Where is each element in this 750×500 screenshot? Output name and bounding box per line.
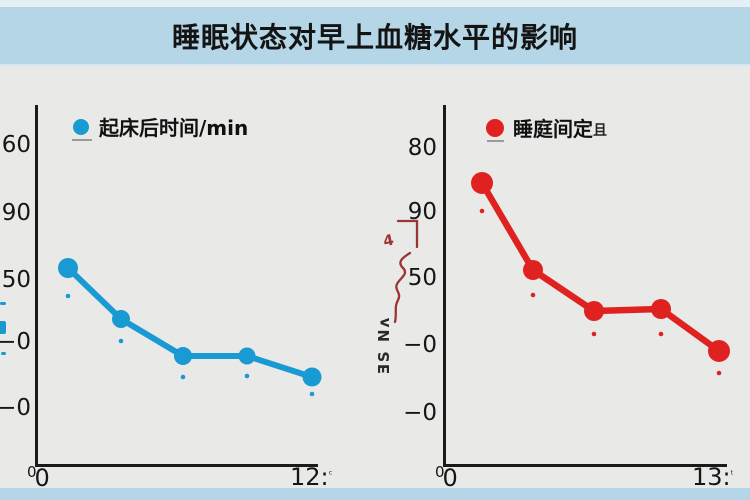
- legend-label-sleep-suffix: 且: [593, 123, 607, 139]
- bottom-strip: [0, 488, 750, 500]
- left-series-marker: [302, 367, 322, 387]
- legend-label-sleep-text: 睡庭间定: [513, 117, 593, 141]
- right-chart-squiggle-annotation: [393, 251, 412, 324]
- right-xmax-main: 13: [692, 463, 723, 491]
- left-margin-garbled-glyph: [0, 321, 6, 334]
- left-scatter-dot: [65, 293, 71, 299]
- right-chart-y-tick-label: −0: [403, 400, 437, 426]
- right-series-line: [478, 179, 723, 355]
- left-margin-garbled-glyph: [1, 352, 6, 355]
- left-series-marker: [174, 347, 192, 365]
- right-chart-squiggle-glyph: 4: [381, 231, 395, 251]
- right-series-marker: [708, 340, 730, 362]
- left-origin-main: 0: [34, 464, 50, 492]
- right-series-marker: [523, 260, 543, 280]
- left-origin-sup: 0: [27, 463, 37, 481]
- left-chart-y-axis: [35, 105, 38, 467]
- title-band: 睡眠状态对早上血糖水平的影响: [0, 7, 750, 66]
- right-scatter-dot: [591, 331, 597, 337]
- legend-underline-right: [487, 140, 504, 142]
- left-series-marker: [238, 347, 256, 365]
- right-chart-x-tick-max: 13:ᵗ: [692, 463, 734, 491]
- left-scatter-dot: [180, 374, 186, 380]
- legend-label-sleep: 睡庭间定且: [513, 113, 607, 142]
- right-scatter-dot: [530, 292, 536, 298]
- left-chart-y-tick-label: −0: [0, 395, 31, 421]
- legend-marker-blue-icon: [73, 118, 89, 135]
- left-chart-x-axis: [35, 464, 318, 467]
- right-chart-x-tick-origin: 00: [435, 463, 458, 492]
- right-series-marker: [651, 299, 671, 319]
- right-chart-y-axis: [443, 105, 446, 467]
- legend-sleep: 睡庭间定且: [486, 113, 607, 142]
- right-chart-x-axis: [443, 464, 727, 467]
- legend-wake-time: 起床后时间/min: [73, 112, 248, 141]
- left-chart-y-tick-label: 50: [1, 267, 31, 293]
- page-title: 睡眠状态对早上血糖水平的影响: [171, 20, 578, 54]
- legend-underline-left: [72, 139, 92, 141]
- legend-marker-red-icon: [486, 118, 504, 137]
- left-series-marker: [112, 310, 130, 328]
- left-xmax-garble: :: [320, 463, 329, 491]
- right-origin-main: 0: [442, 464, 458, 492]
- right-series-marker: [471, 172, 493, 194]
- left-chart-x-tick-max: 12:ᶜ: [290, 463, 333, 491]
- right-chart-y-tick-label: 80: [407, 135, 437, 161]
- right-scatter-dot: [716, 370, 722, 376]
- left-scatter-dot: [244, 373, 250, 379]
- left-xmax-main: 12: [290, 463, 321, 491]
- right-scatter-dot: [658, 331, 664, 337]
- right-origin-sup: 0: [435, 463, 445, 481]
- right-xmax-garble-sup: ᵗ: [730, 468, 734, 481]
- left-scatter-dot: [118, 338, 124, 344]
- right-chart-y-tick-label: 50: [407, 265, 437, 291]
- right-series-marker: [584, 301, 604, 321]
- left-margin-garbled-glyph: [0, 302, 6, 305]
- left-chart-y-tick-label: 60: [1, 132, 31, 158]
- legend-label-wake-time: 起床后时间/min: [99, 116, 249, 140]
- right-chart-squiggle-annotation: [396, 219, 419, 249]
- left-series-marker: [58, 258, 78, 278]
- left-chart-y-tick-label: 90: [1, 200, 31, 226]
- right-scatter-dot: [479, 208, 485, 214]
- left-scatter-dot: [309, 391, 315, 397]
- left-xmax-garble-sup: ᶜ: [328, 468, 333, 481]
- top-strip: [0, 0, 750, 7]
- right-xmax-garble: :: [722, 463, 731, 491]
- right-chart-y-tick-label: −0: [403, 332, 437, 358]
- left-chart-x-tick-origin: 00: [27, 463, 50, 492]
